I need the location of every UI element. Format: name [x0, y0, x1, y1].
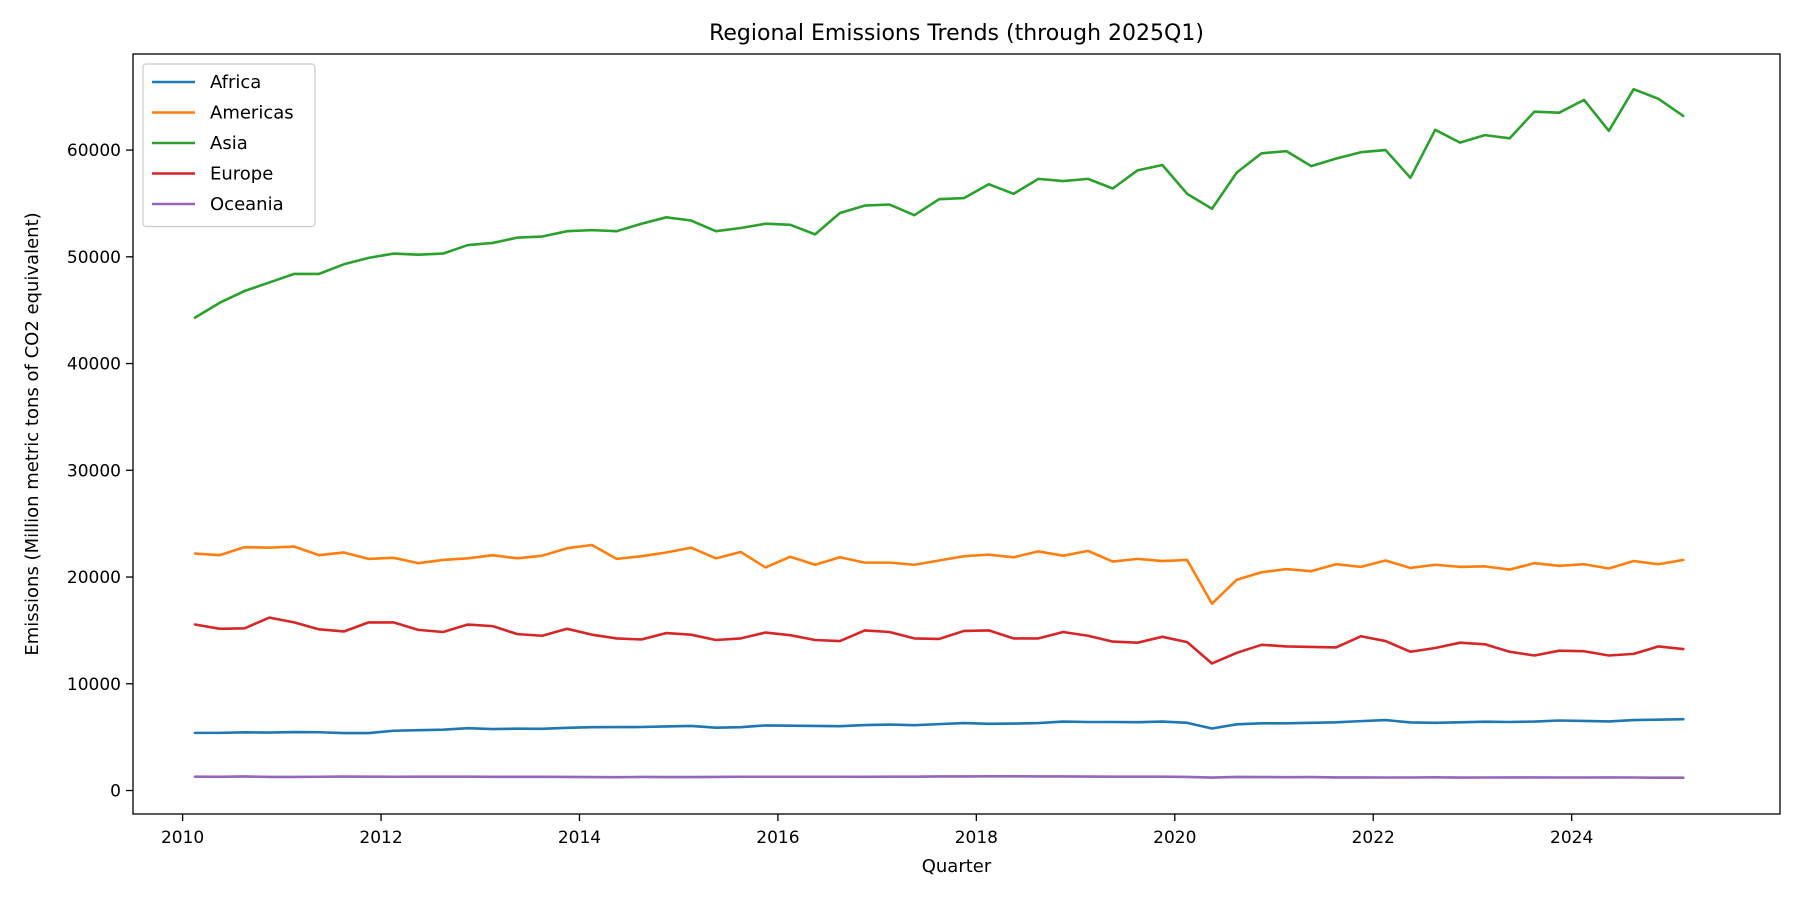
x-tick-label: 2022: [1352, 828, 1395, 848]
series-lines: [193, 87, 1685, 780]
plot-frame: [132, 53, 1781, 815]
series-line-asia: [193, 87, 1685, 319]
x-tick-label: 2012: [359, 828, 402, 848]
legend-box: [142, 63, 316, 228]
legend: Africa Americas Asia Europe Oceania: [142, 63, 316, 228]
chart-title: Regional Emissions Trends (through 2025Q…: [709, 21, 1204, 46]
series-line-oceania: [193, 775, 1685, 780]
y-tick-label: 60000: [67, 141, 121, 161]
series-line-europe: [193, 616, 1685, 665]
x-axis-label: Quarter: [922, 856, 992, 877]
legend-label-asia: Asia: [210, 133, 248, 154]
y-tick-label: 50000: [67, 248, 121, 268]
series-line-americas: [193, 543, 1685, 606]
legend-label-oceania: Oceania: [210, 194, 284, 215]
x-tick-label: 2024: [1550, 828, 1593, 848]
x-tick-label: 2016: [756, 828, 799, 848]
y-tick-label: 30000: [67, 461, 121, 481]
legend-label-americas: Americas: [210, 103, 294, 124]
y-tick-label: 40000: [67, 355, 121, 375]
y-axis-label: Emissions (Million metric tons of CO2 eq…: [22, 212, 43, 655]
legend-label-europe: Europe: [210, 164, 273, 185]
x-tick-label: 2020: [1153, 828, 1196, 848]
x-tick-label: 2018: [955, 828, 998, 848]
y-tick-label: 20000: [67, 568, 121, 588]
y-tick-label: 10000: [67, 675, 121, 695]
x-tick-label: 2010: [161, 828, 204, 848]
series-line-africa: [193, 717, 1685, 735]
axis-ticks: 2010 2012 2014 2016 2018 2020 2022 2024 0 10000 20…: [67, 141, 1593, 848]
legend-label-africa: Africa: [210, 72, 261, 93]
x-tick-label: 2014: [558, 828, 601, 848]
y-tick-label: 0: [110, 782, 121, 802]
